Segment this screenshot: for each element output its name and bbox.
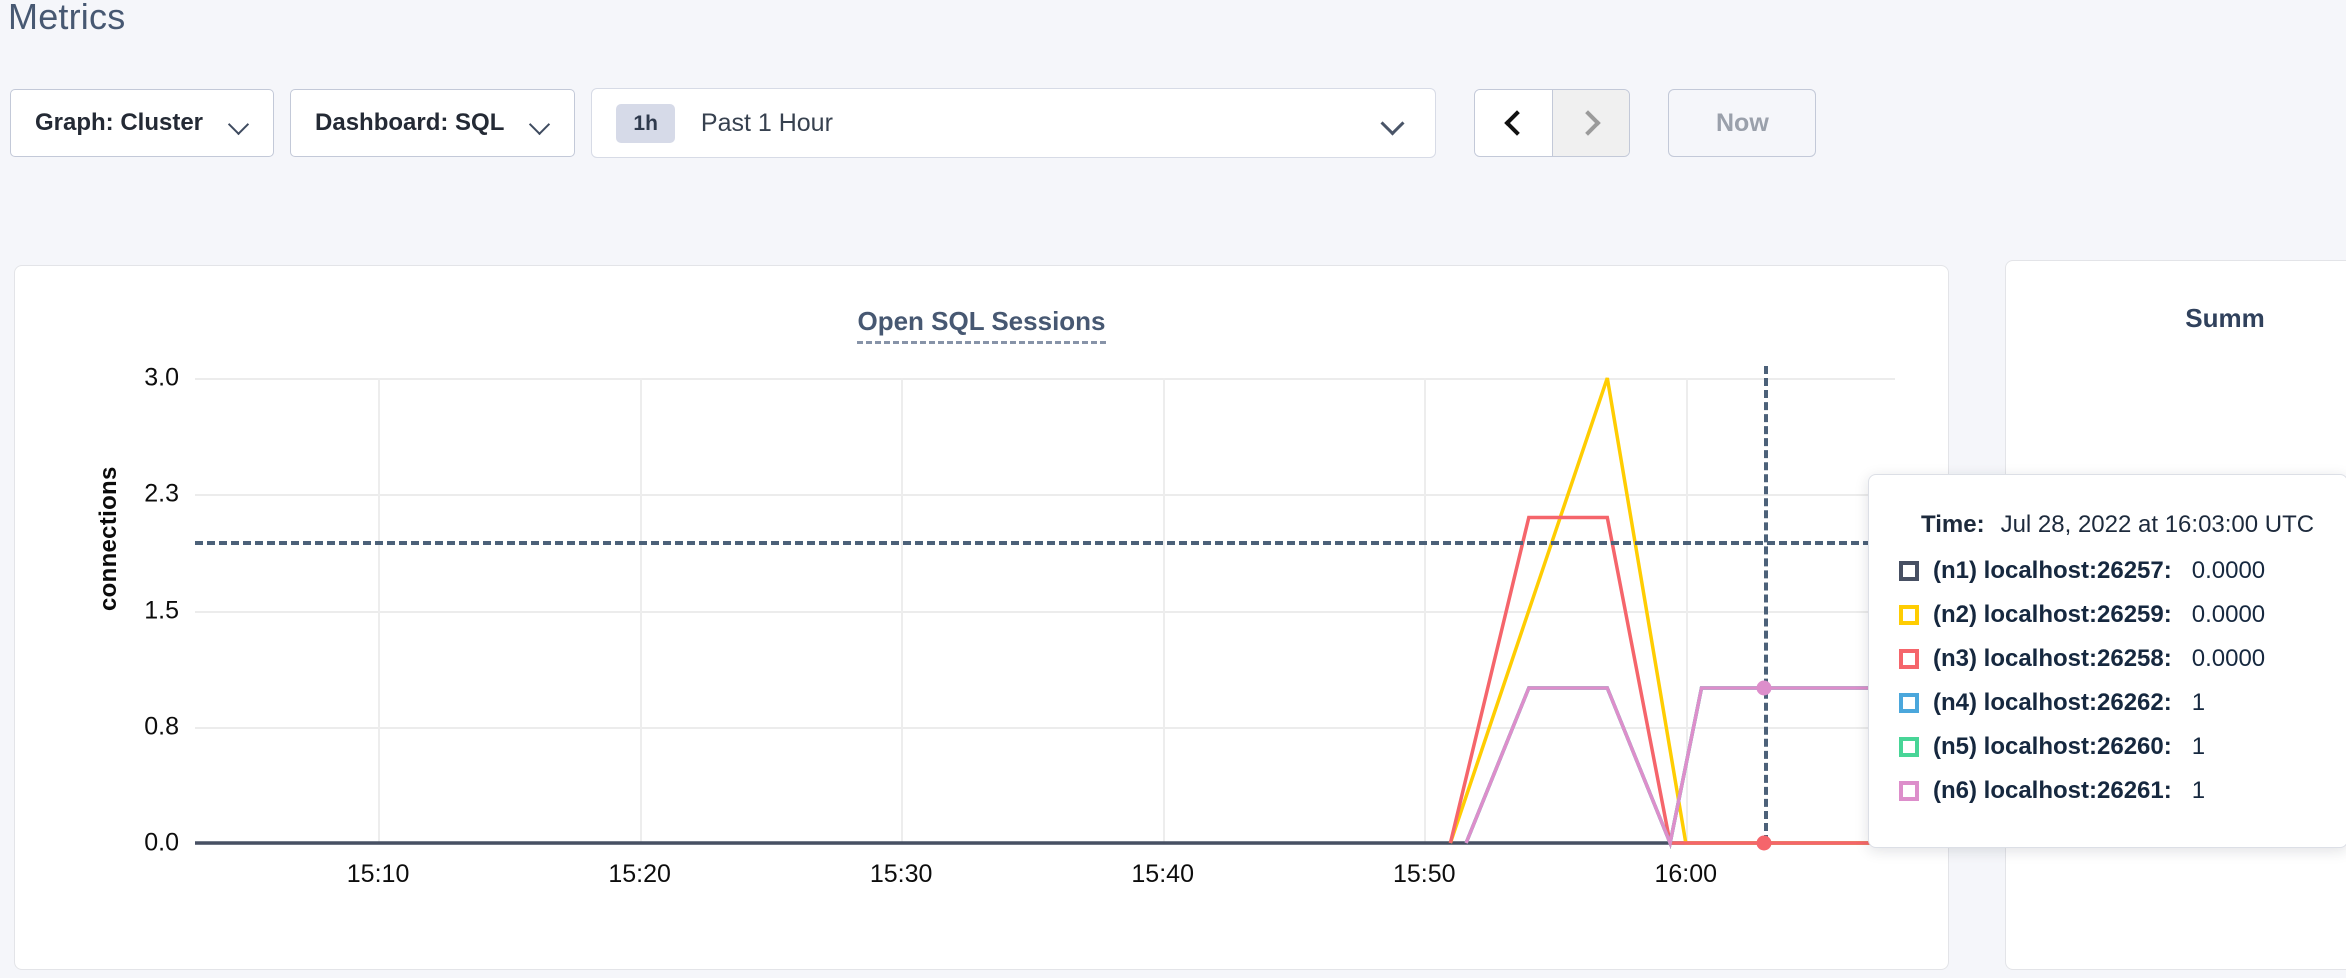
chart-title-text[interactable]: Open SQL Sessions (857, 306, 1106, 344)
x-axis-tick: 15:10 (346, 860, 410, 888)
series-line (1466, 688, 1890, 843)
grid-line (378, 378, 381, 843)
time-range-badge: 1h (616, 103, 675, 143)
next-range-button[interactable] (1552, 90, 1630, 156)
time-nav-group (1474, 89, 1631, 157)
tooltip-series-value: 1 (2191, 689, 2206, 716)
tooltip-series-name: (n3) localhost:26258: (1933, 645, 2172, 672)
series-line (1450, 378, 1889, 843)
dashboard-selector-label: Dashboard: SQL (315, 109, 505, 136)
tooltip-series-row: (n4) localhost:26262: 1 (1899, 689, 2317, 717)
tooltip-series-name: (n4) localhost:26262: (1933, 689, 2172, 716)
time-range-picker[interactable]: 1h Past 1 Hour (591, 88, 1437, 158)
tooltip-series-value: 0.0000 (2191, 601, 2266, 628)
tooltip-series-row: (n5) localhost:26260: 1 (1899, 733, 2317, 761)
chevron-down-icon (1384, 115, 1401, 132)
tooltip-time-row: Time: Jul 28, 2022 at 16:03:00 UTC (1921, 511, 2317, 539)
grid-line (195, 610, 1895, 613)
chevron-down-icon (530, 117, 550, 129)
tooltip-series-value: 1 (2191, 777, 2206, 804)
series-color-swatch-icon (1899, 561, 1919, 581)
now-button[interactable]: Now (1668, 89, 1817, 157)
series-color-swatch-icon (1899, 605, 1919, 625)
y-axis-tick: 0.8 (144, 712, 179, 741)
tooltip-series-value: 0.0000 (2191, 557, 2266, 584)
grid-line (195, 494, 1895, 497)
y-axis-tick: 2.3 (144, 479, 179, 508)
tooltip-series-row: (n3) localhost:26258: 0.0000 (1899, 645, 2317, 673)
open-sql-sessions-card: Open SQL Sessions connections 0.0 0.8 1.5 2… (14, 265, 1949, 970)
cursor-point (1756, 680, 1772, 696)
series-color-swatch-icon (1899, 693, 1919, 713)
chart-title: Open SQL Sessions (15, 306, 1948, 344)
tooltip-time-value: Jul 28, 2022 at 16:03:00 UTC (2000, 511, 2315, 538)
x-axis-tick: 15:20 (608, 860, 671, 888)
tooltip-series-row: (n1) localhost:26257: 0.0000 (1899, 557, 2317, 585)
series-line (1466, 688, 1890, 843)
cursor-point (1756, 835, 1772, 851)
tooltip-series-row: (n2) localhost:26259: 0.0000 (1899, 601, 2317, 629)
series-color-swatch-icon (1899, 781, 1919, 801)
summary-title: Summ (2185, 303, 2265, 333)
tooltip-series-name: (n5) localhost:26260: (1933, 733, 2172, 760)
cursor-line (1764, 366, 1769, 843)
dashboard-selector-dropdown[interactable]: Dashboard: SQL (290, 89, 576, 157)
chart-plot-area[interactable]: 0.0 0.8 1.5 2.3 3.0 15:10 15:20 15:30 15:40 15:5… (144, 364, 1907, 888)
grid-line (195, 378, 1895, 380)
grid-line (1424, 378, 1427, 843)
tooltip-series-value: 0.0000 (2191, 645, 2266, 672)
tooltip-series-name: (n1) localhost:26257: (1933, 557, 2172, 584)
series-line (1450, 518, 1889, 844)
tooltip-series-value: 1 (2191, 733, 2206, 760)
x-axis-tick: 15:40 (1131, 860, 1194, 888)
y-axis-tick: 1.5 (144, 596, 179, 624)
series-layer (195, 378, 1895, 843)
previous-range-button[interactable] (1475, 90, 1553, 156)
chart-tooltip: Time: Jul 28, 2022 at 16:03:00 UTC (n1) … (1868, 474, 2346, 848)
series-line (1466, 688, 1890, 843)
tooltip-series-name: (n6) localhost:26261: (1933, 777, 2172, 804)
chevron-left-icon (1504, 110, 1530, 136)
tooltip-series-list: (n1) localhost:26257: 0.0000 (n2) localhos… (1899, 557, 2317, 805)
series-color-swatch-icon (1899, 649, 1919, 669)
toolbar: Graph: Cluster Dashboard: SQL 1h Past 1 … (10, 88, 1817, 158)
y-axis-tick: 3.0 (144, 363, 179, 392)
grid-line (1685, 378, 1688, 843)
grid-line (1162, 378, 1165, 843)
series-color-swatch-icon (1899, 737, 1919, 757)
tooltip-time-label: Time: (1921, 511, 1985, 538)
page-title: Metrics (8, 0, 126, 37)
tooltip-series-name: (n2) localhost:26259: (1933, 601, 2172, 628)
y-axis-tick: 0.0 (144, 828, 179, 857)
time-range-value: Past 1 Hour (700, 108, 833, 137)
graph-selector-dropdown[interactable]: Graph: Cluster (10, 89, 275, 157)
chevron-down-icon (229, 117, 249, 129)
grid-line (639, 378, 642, 843)
x-axis-tick: 15:30 (869, 860, 933, 888)
chevron-right-icon (1575, 110, 1602, 136)
grid-line (901, 378, 904, 843)
x-axis-tick: 16:00 (1654, 860, 1718, 888)
reference-line (195, 540, 1907, 545)
grid-line (195, 726, 1895, 729)
graph-selector-label: Graph: Cluster (35, 109, 204, 136)
x-axis-tick: 15:50 (1392, 860, 1456, 888)
y-axis-label: connections (95, 466, 122, 611)
tooltip-series-row: (n6) localhost:26261: 1 (1899, 777, 2317, 805)
